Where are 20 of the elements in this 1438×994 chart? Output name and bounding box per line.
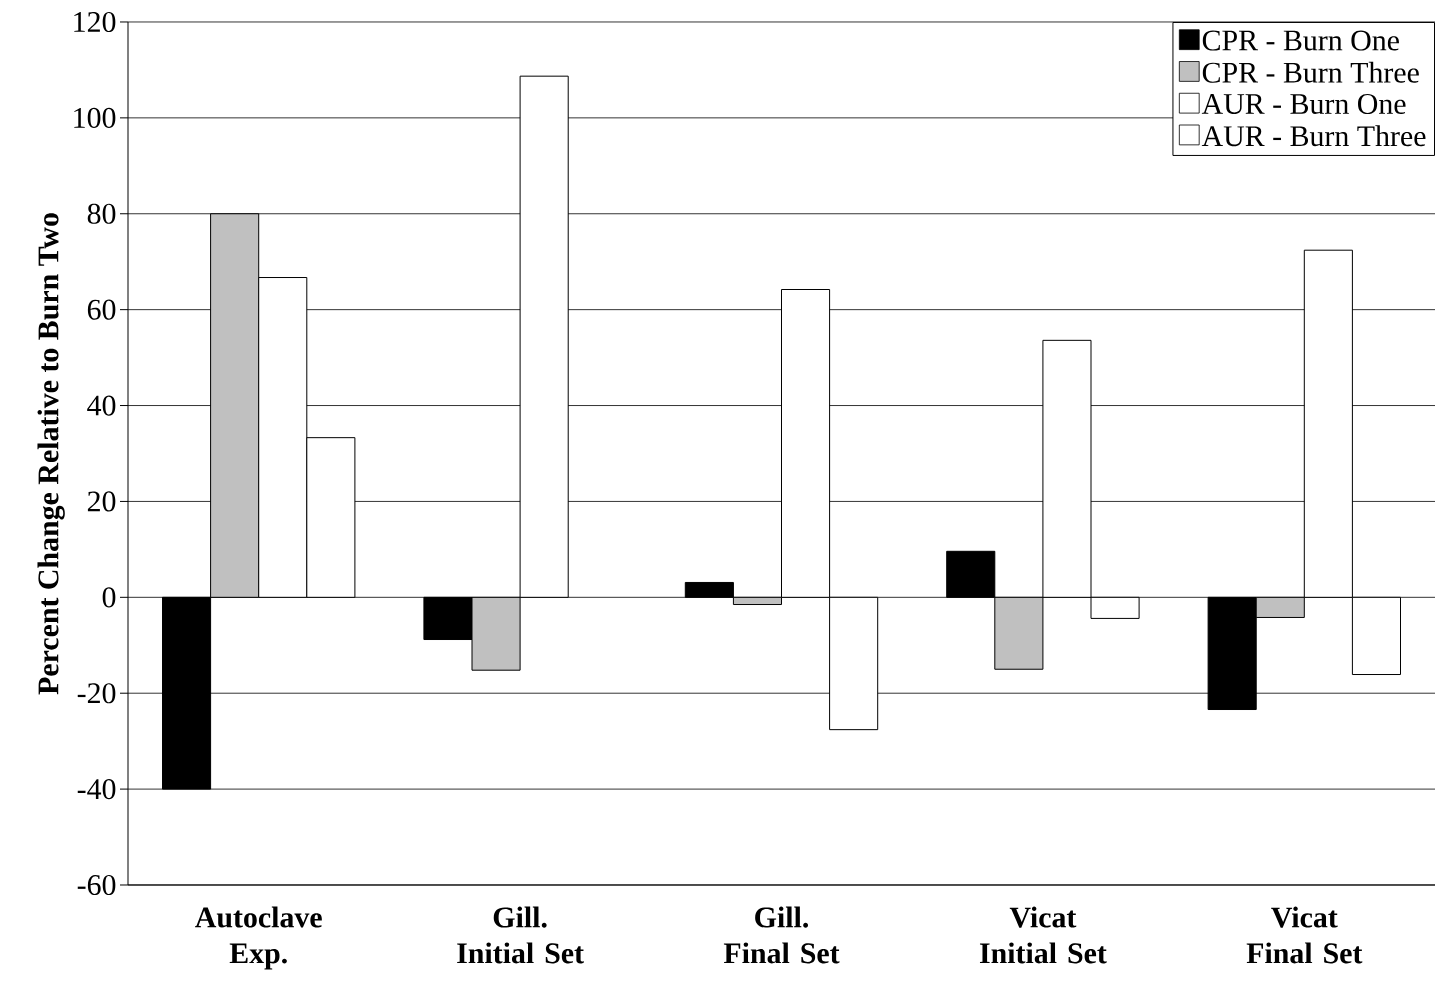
y-tick-label: 120 bbox=[74, 11, 116, 33]
x-tick-label: Autoclave Exp. bbox=[195, 906, 322, 970]
y-tick-label: -20 bbox=[77, 683, 116, 704]
y-tick-label: 100 bbox=[74, 107, 116, 128]
legend-label: AUR - Burn One bbox=[1201, 93, 1406, 115]
x-tick-label: Vicat Final Set bbox=[1246, 906, 1363, 964]
y-tick-label: 60 bbox=[87, 299, 116, 320]
y-tick-label: 0 bbox=[102, 587, 116, 608]
y-tick-label: 80 bbox=[87, 203, 116, 224]
y-tick-label: -60 bbox=[77, 874, 116, 896]
y-tick-label: -40 bbox=[77, 779, 116, 800]
y-tick-label: 40 bbox=[87, 395, 116, 416]
y-axis-title: Percent Change Relative to Burn Two bbox=[37, 213, 65, 695]
legend-label: CPR - Burn Three bbox=[1202, 61, 1419, 83]
y-tick-label: 20 bbox=[87, 491, 116, 512]
x-tick-label: Vicat Initial Set bbox=[979, 906, 1107, 964]
legend-label: CPR - Burn One bbox=[1202, 30, 1399, 51]
x-tick-label: Gill. Initial Set bbox=[457, 906, 584, 964]
x-tick-label: Gill. Final Set bbox=[723, 906, 840, 964]
legend-label: AUR - Burn Three bbox=[1201, 125, 1426, 147]
